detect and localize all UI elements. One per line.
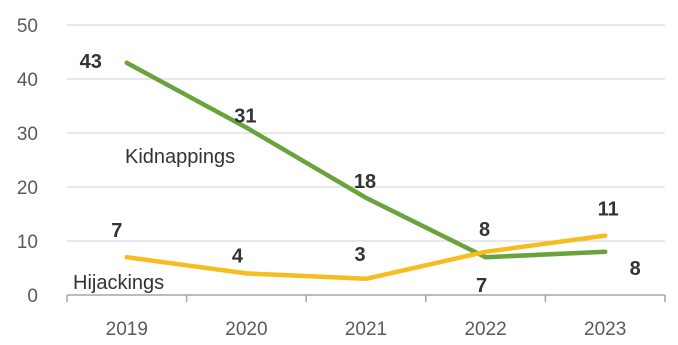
data-label-kidnappings: 43 <box>80 51 102 73</box>
series-lines <box>124 60 608 282</box>
x-tick-label: 2022 <box>464 319 506 340</box>
data-label-kidnappings: 8 <box>630 258 641 280</box>
data-label-hijackings: 8 <box>479 219 490 241</box>
x-tick-label: 2020 <box>225 319 267 340</box>
series-line-hijackings <box>124 233 608 282</box>
data-label-kidnappings: 18 <box>354 171 376 193</box>
series-line-kidnappings <box>124 60 608 260</box>
x-tick-label: 2019 <box>106 319 148 340</box>
y-tick-label: 0 <box>27 286 38 307</box>
y-tick-label: 20 <box>17 178 38 199</box>
x-tick-label: 2023 <box>584 319 626 340</box>
y-tick-label: 10 <box>17 232 38 253</box>
data-label-hijackings: 11 <box>598 199 619 221</box>
data-label-hijackings: 4 <box>232 245 244 267</box>
y-tick-label: 30 <box>17 124 38 145</box>
data-label-kidnappings: 7 <box>476 275 487 297</box>
data-label-hijackings: 3 <box>354 244 365 266</box>
data-label-hijackings: 7 <box>111 220 122 242</box>
y-tick-label: 50 <box>17 16 38 37</box>
x-tick-label: 2021 <box>345 319 387 340</box>
series-label-kidnappings: Kidnappings <box>125 146 235 168</box>
gridlines <box>67 24 665 242</box>
y-tick-label: 40 <box>17 70 38 91</box>
data-label-kidnappings: 31 <box>234 106 256 128</box>
series-label-hijackings: Hijackings <box>73 272 164 294</box>
axes: 0 10 20 30 40 50 2019 2020 2021 2022 2023 <box>17 16 666 340</box>
